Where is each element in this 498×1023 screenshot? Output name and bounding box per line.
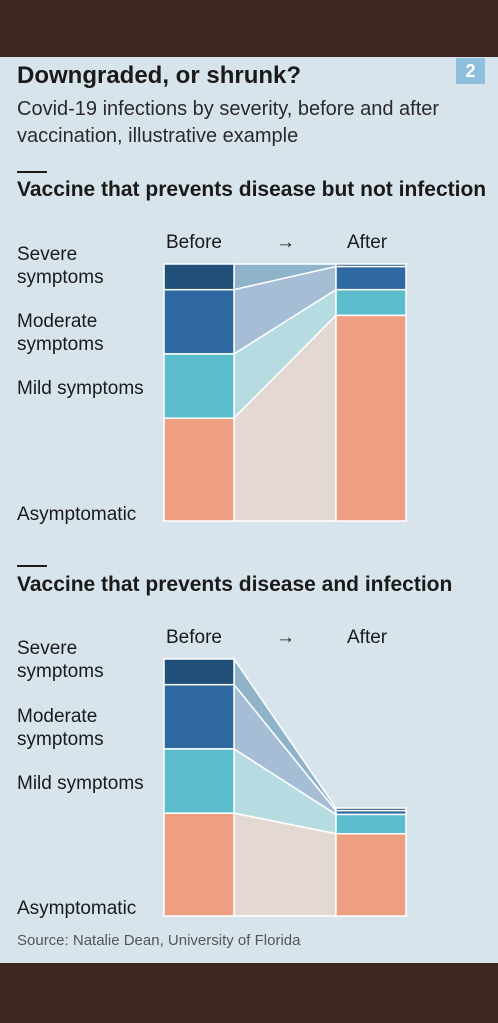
row-label-mild-1: Mild symptoms: [17, 378, 144, 399]
bar-after-asymptomatic: [335, 314, 407, 522]
bar-after-asymptomatic: [335, 833, 407, 917]
section-rule: [17, 565, 47, 567]
bar-before-moderate: [163, 288, 235, 355]
row-label-severe-1: Severe symptoms: [17, 244, 104, 288]
section-title-2: Vaccine that prevents disease and infect…: [17, 573, 453, 596]
bar-after-mild: [335, 813, 407, 835]
row-label-asymptomatic-2: Asymptomatic: [17, 898, 137, 919]
row-label-moderate-2: Moderate symptoms: [17, 706, 104, 750]
col-head-before-2: Before: [166, 627, 222, 648]
col-head-before-1: Before: [166, 232, 222, 253]
col-head-after-1: After: [347, 232, 388, 253]
col-head-after-2: After: [347, 627, 388, 648]
row-label-severe-2: Severe symptoms: [17, 638, 104, 682]
row-label-mild-2: Mild symptoms: [17, 773, 144, 794]
source-note: Source: Natalie Dean, University of Flor…: [17, 932, 301, 949]
bar-before-severe: [163, 263, 235, 291]
page-number-badge: 2: [456, 58, 485, 84]
bar-before-severe: [163, 658, 235, 686]
bar-before-moderate: [163, 683, 235, 750]
section-rule: [17, 171, 47, 173]
bar-before-mild: [163, 748, 235, 814]
bar-before-asymptomatic: [163, 812, 235, 917]
row-label-moderate-1: Moderate symptoms: [17, 311, 104, 355]
section-title-1: Vaccine that prevents disease but not in…: [17, 178, 487, 201]
arrow-1: →: [276, 232, 295, 253]
row-label-asymptomatic-1: Asymptomatic: [17, 504, 137, 525]
chart-subtitle: Covid-19 infections by severity, before …: [17, 98, 440, 147]
bar-before-asymptomatic: [163, 417, 235, 522]
arrow-2: →: [276, 627, 295, 648]
bar-before-mild: [163, 353, 235, 419]
chart-title: Downgraded, or shrunk?: [17, 62, 302, 89]
